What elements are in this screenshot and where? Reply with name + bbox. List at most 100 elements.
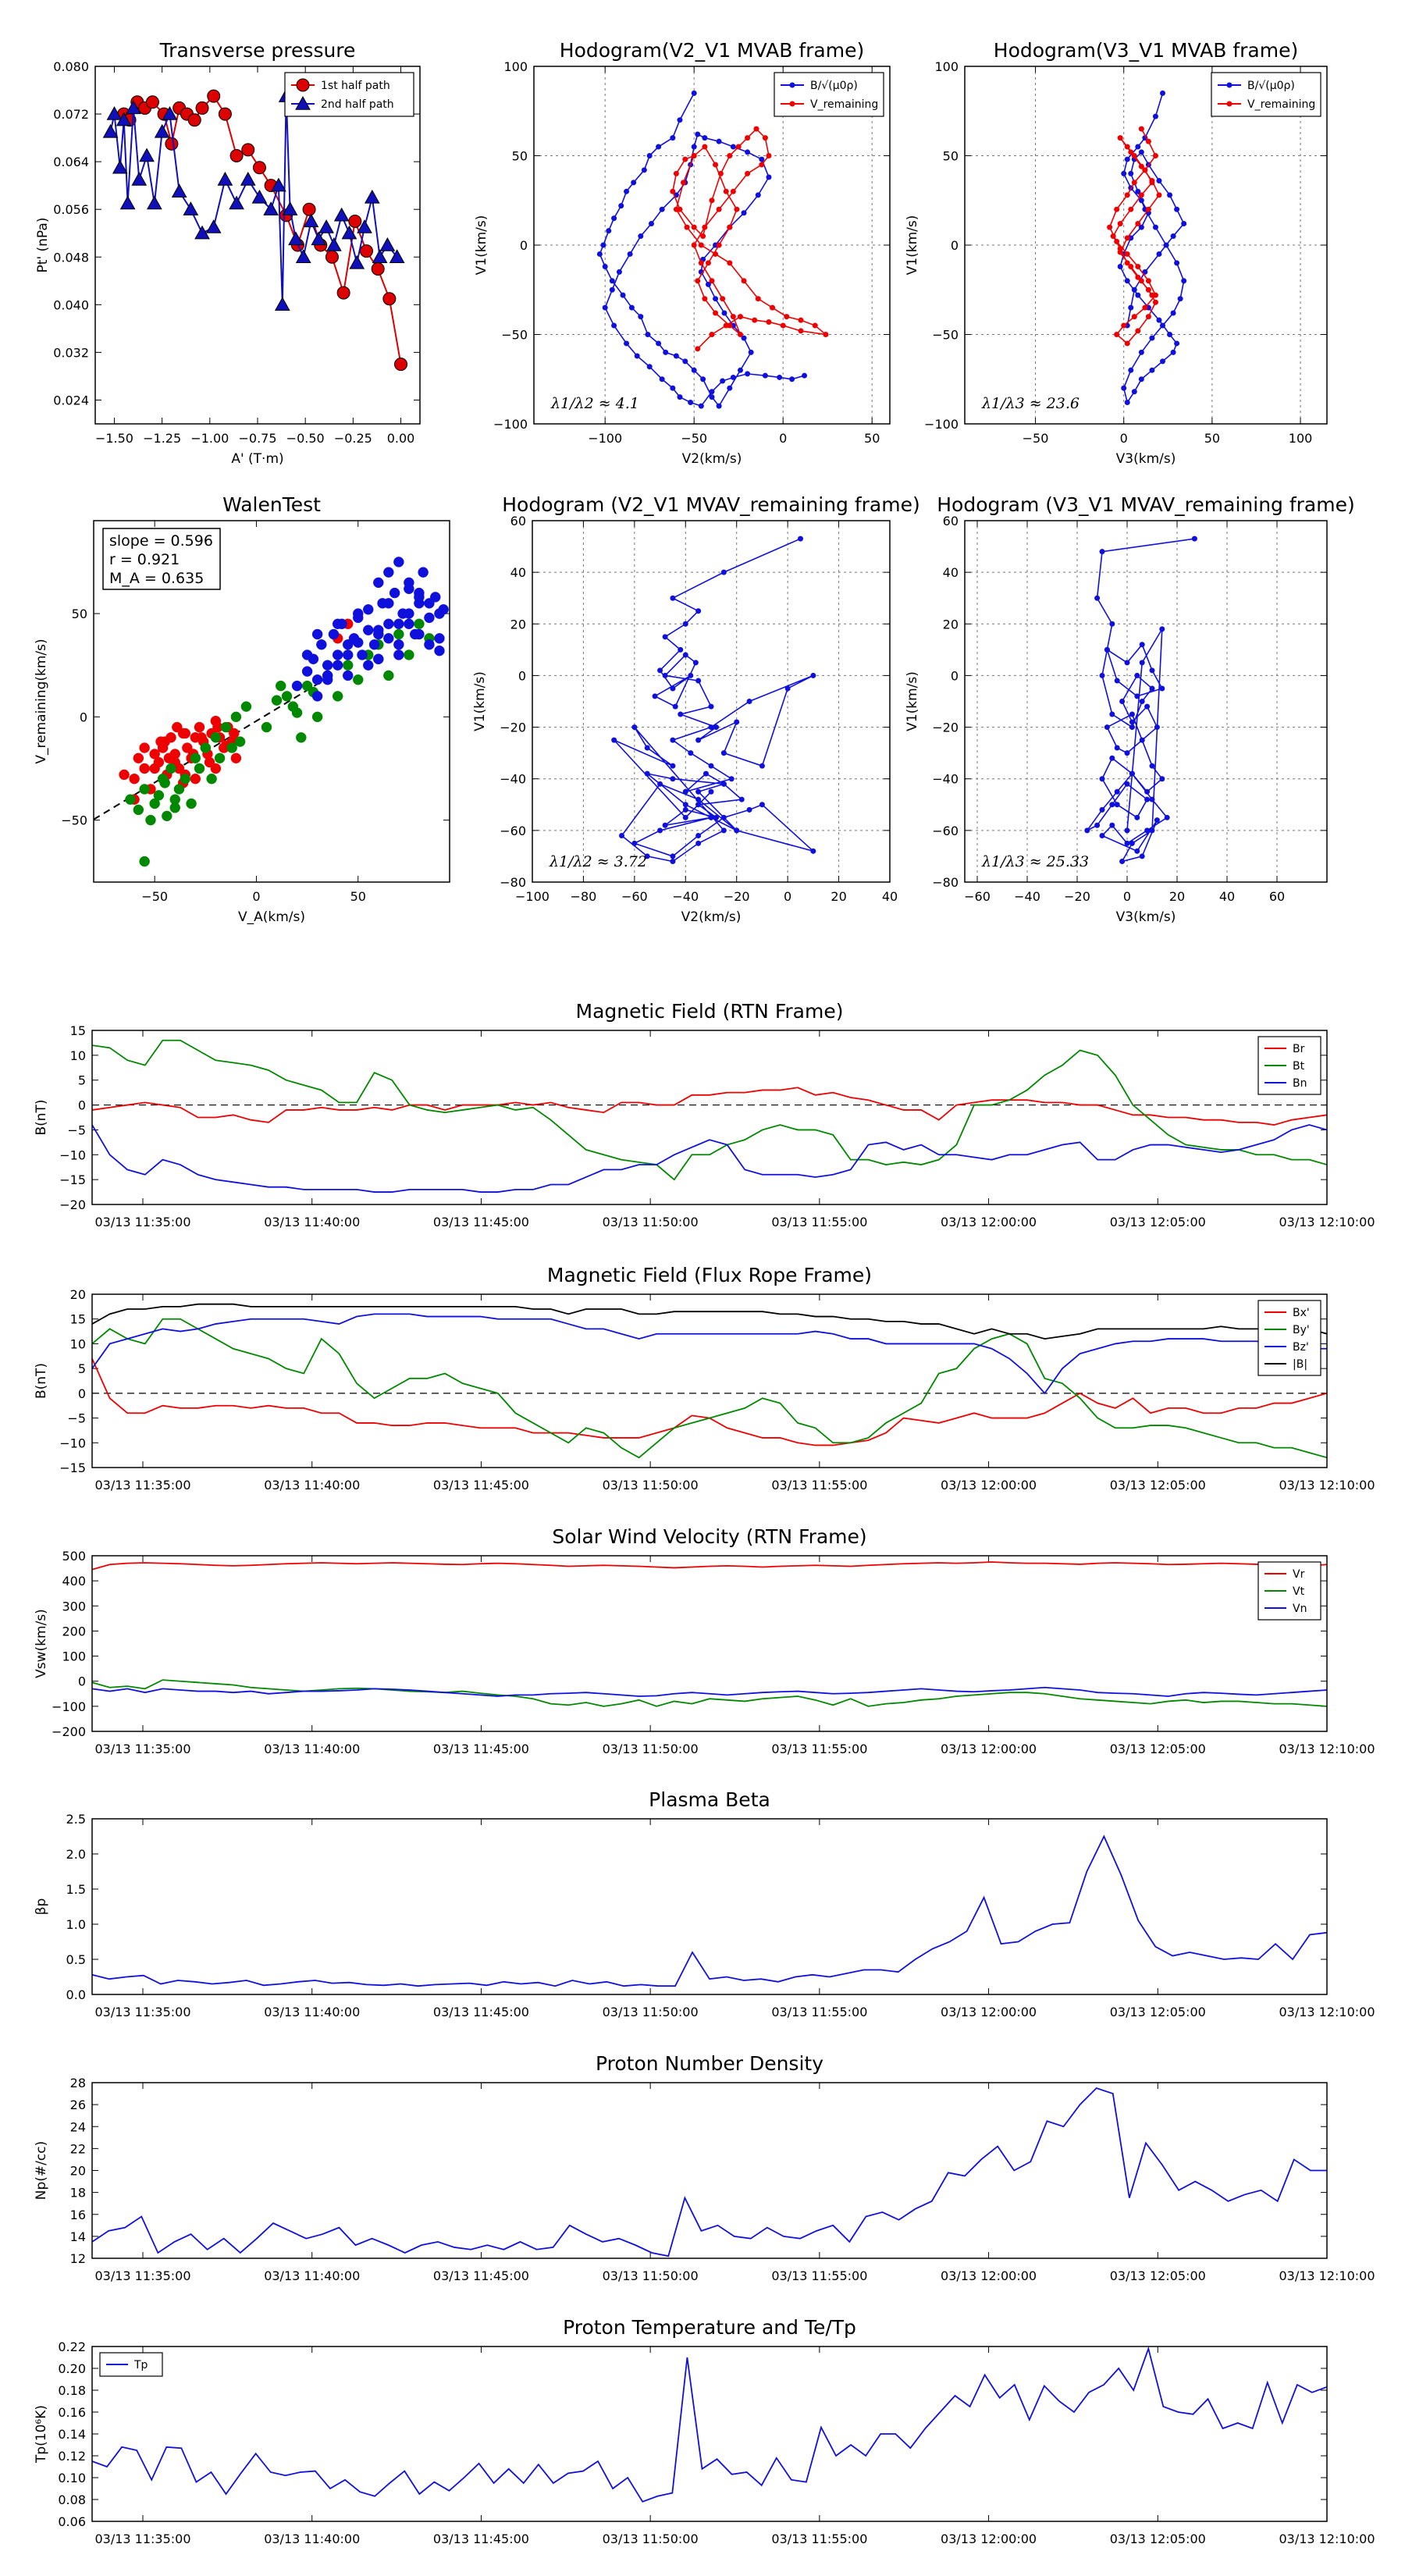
y-tick-label: −80 — [500, 875, 526, 890]
data-point — [1139, 737, 1145, 743]
data-point — [1104, 724, 1110, 731]
data-layer — [92, 1303, 1327, 1459]
x-tick-label: 03/13 11:50:00 — [603, 2532, 699, 2546]
data-point — [723, 188, 729, 194]
x-tick-label: 03/13 12:10:00 — [1279, 1478, 1375, 1493]
data-layer — [92, 1834, 1327, 1987]
y-tick-label: 26 — [70, 2097, 86, 2112]
data-point — [348, 214, 362, 228]
data-point — [159, 777, 170, 788]
chart-title: Proton Temperature and Te/Tp — [563, 2316, 856, 2339]
data-point — [204, 756, 215, 768]
data-point — [1181, 221, 1187, 227]
data-point — [1170, 349, 1176, 355]
data-point — [194, 763, 205, 774]
data-point — [251, 189, 268, 204]
data-point — [1149, 796, 1155, 802]
data-point — [624, 340, 630, 347]
data-point — [688, 400, 694, 406]
data-point — [673, 206, 679, 212]
x-tick-label: −1.00 — [190, 431, 229, 446]
x-tick-label: 0 — [1123, 889, 1131, 904]
legend-marker — [789, 82, 795, 88]
data-layer — [92, 2347, 1327, 2503]
data-point — [424, 598, 435, 609]
data-point — [705, 260, 711, 266]
y-tick-label: 12 — [70, 2251, 86, 2266]
data-point — [810, 672, 816, 678]
series-line — [1119, 93, 1185, 404]
data-point — [1139, 853, 1145, 859]
series-tp — [92, 2347, 1327, 2503]
x-tick-label: −50 — [141, 889, 168, 904]
x-tick-label: 0 — [252, 889, 260, 904]
y-tick-label: −5 — [67, 1123, 86, 1137]
y-tick-label: 0 — [78, 1386, 86, 1401]
data-point — [766, 318, 772, 325]
data-point — [303, 213, 319, 228]
data-point — [691, 224, 697, 230]
data-point — [230, 753, 242, 764]
x-tick-label: 03/13 11:35:00 — [94, 2005, 190, 2019]
data-point — [670, 135, 676, 141]
data-point — [139, 856, 150, 867]
data-point — [357, 219, 372, 233]
y-tick-label: 22 — [70, 2141, 86, 2156]
x-tick-label: 03/13 12:05:00 — [1110, 1478, 1206, 1493]
data-point — [106, 106, 123, 120]
series-v-remaining — [670, 126, 829, 352]
legend-label: Bt — [1293, 1060, 1305, 1073]
data-point — [1131, 180, 1137, 186]
data-point — [1124, 144, 1130, 150]
data-point — [252, 161, 266, 175]
x-tick-label: 03/13 11:50:00 — [603, 1215, 699, 1229]
chart-title: Magnetic Field (Flux Rope Frame) — [547, 1264, 872, 1286]
data-point — [163, 753, 175, 764]
data-point — [1144, 796, 1151, 802]
y-tick-label: 20 — [70, 1287, 86, 1302]
data-point — [741, 278, 747, 284]
data-point — [332, 649, 343, 660]
data-point — [112, 159, 128, 174]
y-tick-label: 20 — [510, 617, 526, 632]
data-point — [780, 322, 786, 329]
data-layer — [596, 90, 829, 409]
plot-background — [92, 2347, 1327, 2521]
data-point — [102, 123, 119, 138]
y-tick-label: 0 — [951, 238, 959, 253]
legend-box — [774, 72, 884, 117]
x-tick-label: 03/13 12:00:00 — [941, 2005, 1037, 2019]
data-point — [695, 131, 701, 137]
data-point — [1149, 667, 1155, 674]
legend-label: Vn — [1293, 1603, 1307, 1615]
data-point — [352, 608, 364, 619]
y-tick-label: −50 — [932, 328, 959, 343]
plot-background — [92, 1294, 1327, 1468]
data-point — [1159, 626, 1165, 632]
data-point — [383, 670, 394, 681]
data-point — [735, 144, 742, 150]
data-point — [1128, 367, 1134, 373]
y-tick-label: 20 — [70, 2164, 86, 2179]
data-point — [311, 231, 327, 246]
y-tick-label: 0.16 — [58, 2405, 86, 2420]
data-point — [1167, 192, 1173, 198]
data-point — [1138, 224, 1144, 230]
data-point — [133, 753, 144, 764]
data-point — [394, 358, 408, 372]
data-point — [709, 394, 715, 400]
data-point — [393, 639, 404, 650]
legend-label: |B| — [1293, 1358, 1307, 1371]
data-point — [662, 672, 668, 678]
x-tick-label: 03/13 11:45:00 — [433, 1742, 529, 1756]
data-point — [1181, 278, 1187, 284]
data-point — [709, 389, 715, 395]
data-point — [153, 790, 165, 801]
data-point — [393, 557, 404, 568]
series--b- — [92, 1303, 1327, 1340]
data-point — [600, 242, 606, 248]
data-point — [1131, 153, 1137, 158]
y-tick-label: 0 — [80, 710, 87, 724]
data-point — [728, 776, 735, 782]
legend-box — [1211, 72, 1321, 117]
